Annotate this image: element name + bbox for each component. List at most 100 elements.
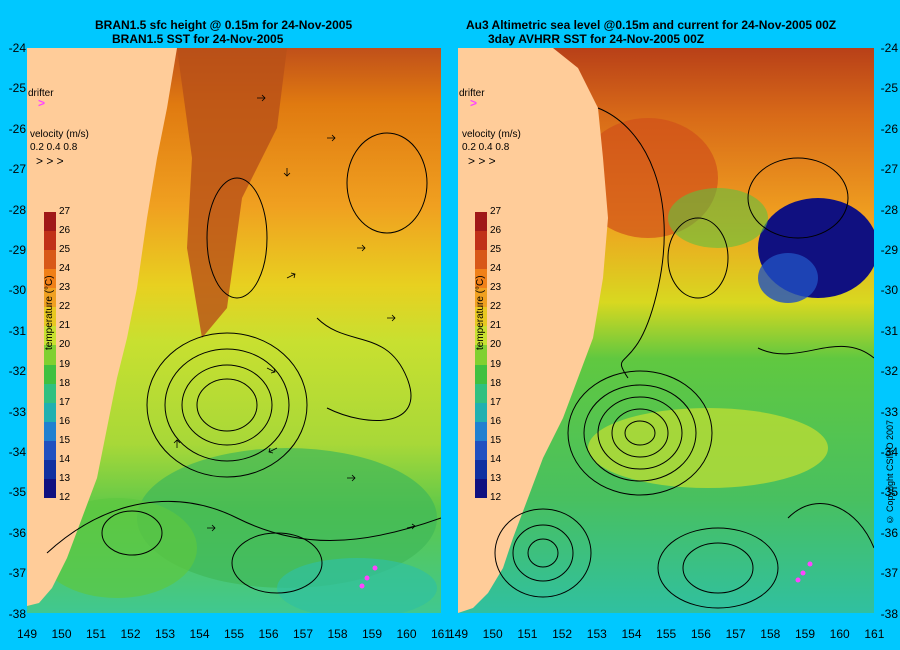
- colorbar-segment: [475, 231, 487, 251]
- right-title-line1: Au3 Altimetric sea level @0.15m and curr…: [466, 18, 837, 32]
- colorbar-tick-label: 27: [490, 206, 502, 217]
- lat-tick-label: -33: [8, 404, 26, 419]
- lat-tick-label: -37: [8, 566, 26, 581]
- colorbar-tick-label: 22: [59, 301, 71, 313]
- colorbar-segment: [44, 364, 56, 385]
- colorbar-segment: [475, 421, 487, 442]
- colorbar-tick-label: 19: [490, 358, 502, 370]
- colorbar-tick-label: 23: [490, 282, 502, 294]
- temperature-label-right: temperature (°C): [475, 275, 486, 350]
- velocity-label-left: velocity (m/s): [30, 129, 89, 140]
- lon-tick-label: 157: [725, 627, 746, 641]
- colorbar-tick-label: 15: [490, 434, 502, 446]
- lat-tick-label: -25: [880, 81, 898, 96]
- colorbar-tick-label: 20: [59, 339, 71, 351]
- colorbar-tick-label: 25: [490, 244, 502, 256]
- colorbar-segment: [475, 459, 487, 480]
- lat-tick-label: -28: [880, 202, 898, 217]
- lat-tick-label: -29: [880, 243, 898, 257]
- colorbar-segment: [44, 288, 56, 308]
- colorbar-tick-label: 23: [59, 282, 71, 294]
- colorbar-tick-label: 21: [59, 320, 71, 332]
- lat-tick-label: -29: [8, 243, 26, 257]
- colorbar-tick-label: 26: [490, 225, 502, 237]
- colorbar-segment: [44, 383, 56, 404]
- velocity-scale-left: 0.2 0.4 0.8: [30, 142, 78, 153]
- velocity-scale-right: 0.2 0.4 0.8: [462, 142, 510, 153]
- right-title-line2: 3day AVHRR SST for 24-Nov-2005 00Z: [488, 32, 705, 46]
- colorbar-segment: [44, 459, 56, 480]
- colorbar-tick-label: 26: [59, 225, 71, 237]
- lon-tick-label: 151: [517, 627, 538, 641]
- left-title-line1: BRAN1.5 sfc height @ 0.15m for 24-Nov-20…: [95, 18, 353, 32]
- colorbar-tick-label: 15: [59, 434, 71, 446]
- colorbar-tick-label: 16: [490, 415, 502, 427]
- lat-tick-label: -35: [8, 485, 26, 500]
- lon-tick-label: 160: [396, 627, 417, 641]
- lat-tick-label: -25: [8, 81, 26, 96]
- colorbar-segment: [475, 383, 487, 404]
- lon-tick-label: 158: [327, 627, 348, 641]
- colorbar-segment: [44, 250, 56, 270]
- lon-tick-label: 157: [292, 627, 314, 641]
- lon-tick-label: 156: [258, 627, 279, 641]
- lat-tick-label: -38: [8, 606, 26, 621]
- colorbar-tick-label: 22: [490, 301, 502, 313]
- colorbar-segment: [475, 269, 487, 289]
- colorbar-segment: [475, 212, 487, 232]
- colorbar-ticks-left: 27 26 25 24 23 22 21 20 19 18 17 16 15 14 13 12: [59, 206, 81, 503]
- colorbar-segment: [475, 250, 487, 270]
- colorbar-tick-label: 18: [59, 377, 71, 389]
- colorbar-tick-label: 16: [59, 415, 71, 427]
- drifter-label-right: drifter: [459, 88, 485, 99]
- colorbar-segment: [475, 478, 487, 499]
- velocity-label-right: velocity (m/s): [462, 129, 521, 140]
- colorbar-ticks-right: 27 26 25 24 23 22 21 20 19 18 17 16 15 14 13 12: [490, 206, 512, 503]
- colorbar-left: [44, 212, 56, 499]
- colorbar-tick-label: 17: [59, 396, 71, 408]
- lat-tick-label: -31: [880, 323, 898, 338]
- temperature-label-left: temperature (°C): [44, 275, 55, 350]
- lat-tick-label: -26: [8, 121, 26, 136]
- colorbar-tick-label: 12: [490, 492, 502, 503]
- lon-tick-label: 161: [864, 627, 885, 641]
- colorbar-tick-label: 25: [59, 244, 71, 256]
- lat-tick-label: -32: [880, 364, 898, 379]
- lat-tick-label: -26: [880, 121, 898, 136]
- colorbar-segment: [44, 478, 56, 499]
- colorbar-tick-label: 18: [490, 377, 502, 389]
- colorbar-tick-label: 19: [59, 358, 71, 370]
- colorbar-segment: [44, 307, 56, 327]
- lat-tick-label: -28: [8, 202, 26, 217]
- drifter-marker-left: >: [38, 96, 46, 110]
- lon-tick-label: 159: [794, 627, 816, 641]
- colorbar-segment: [475, 364, 487, 385]
- colorbar-tick-label: 17: [490, 396, 502, 408]
- lat-tick-label: -34: [880, 445, 898, 459]
- colorbar-segment: [44, 212, 56, 232]
- colorbar-segment: [44, 326, 56, 346]
- colorbar-tick-label: 27: [59, 206, 71, 217]
- colorbar-tick-label: 12: [59, 492, 71, 503]
- lon-tick-label: 154: [621, 627, 642, 641]
- colorbar-segment: [44, 440, 56, 461]
- colorbar-segment: [475, 402, 487, 423]
- lat-tick-label: -35: [880, 485, 898, 500]
- colorbar-tick-label: 13: [59, 472, 71, 484]
- lon-tick-label: 150: [51, 627, 72, 641]
- lon-tick-label: 161: [430, 627, 452, 641]
- colorbar-segment: [475, 345, 487, 366]
- drifter-marker-right: >: [470, 96, 478, 110]
- lat-tick-label: -27: [8, 162, 26, 177]
- lat-tick-label: -34: [8, 445, 26, 459]
- lat-tick-label: -24: [8, 41, 26, 55]
- lon-tick-label: 159: [361, 627, 383, 641]
- colorbar-tick-label: 24: [59, 263, 71, 275]
- velocity-arrows-left: > > >: [36, 154, 64, 168]
- lon-tick-label: 150: [482, 627, 503, 641]
- lat-tick-label: -31: [8, 323, 26, 338]
- copyright-text: © Copyright CSIRO 2007: [885, 420, 895, 525]
- lon-tick-label: 155: [223, 627, 245, 641]
- colorbar-tick-label: 14: [490, 453, 502, 465]
- lat-tick-label: -36: [8, 525, 26, 540]
